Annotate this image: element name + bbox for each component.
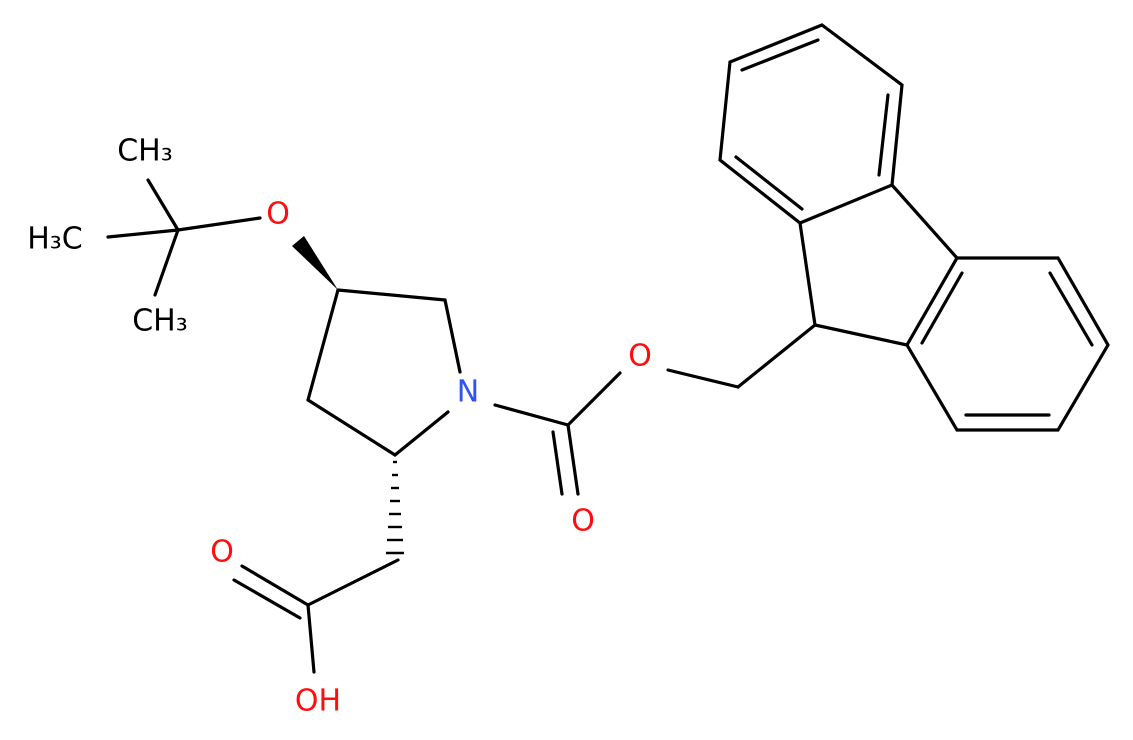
aromatic-ring: [905, 256, 1110, 432]
bond: [336, 288, 447, 302]
inner-bond: [1048, 271, 1094, 347]
bond: [393, 410, 450, 457]
bond: [306, 603, 316, 674]
inner-bond: [920, 271, 964, 345]
bond: [306, 288, 340, 402]
bond: [566, 423, 580, 496]
bond: [240, 564, 310, 607]
bond: [890, 183, 959, 260]
bond: [666, 368, 740, 389]
bond: [306, 558, 400, 607]
bond: [176, 216, 262, 232]
atom-label: N: [457, 375, 479, 410]
atom-label: OH: [295, 684, 341, 719]
inner-bond: [740, 38, 820, 72]
bond: [153, 228, 180, 297]
atom-label: H₃C: [27, 222, 83, 257]
bond: [306, 398, 397, 457]
atom-label: O: [628, 339, 652, 374]
atom-label: CH₃: [117, 134, 173, 169]
bond: [106, 228, 180, 239]
inner-bond: [877, 93, 890, 177]
bonds: [106, 23, 1110, 674]
wedge-bond: [292, 236, 338, 290]
five-ring: [798, 221, 909, 347]
bond: [232, 578, 302, 620]
bond: [736, 323, 817, 389]
atom-label: O: [571, 504, 595, 539]
inner-bond: [734, 155, 804, 211]
bond: [146, 178, 180, 232]
bond: [443, 298, 462, 374]
atom-label: CH₃: [132, 304, 188, 339]
hashed-wedge-bond: [386, 460, 404, 555]
aromatic-ring: [718, 23, 904, 225]
bond: [493, 403, 570, 427]
bond: [566, 371, 622, 427]
atom-label: O: [210, 535, 234, 570]
bond: [551, 430, 564, 496]
atom-label: O: [266, 197, 290, 232]
